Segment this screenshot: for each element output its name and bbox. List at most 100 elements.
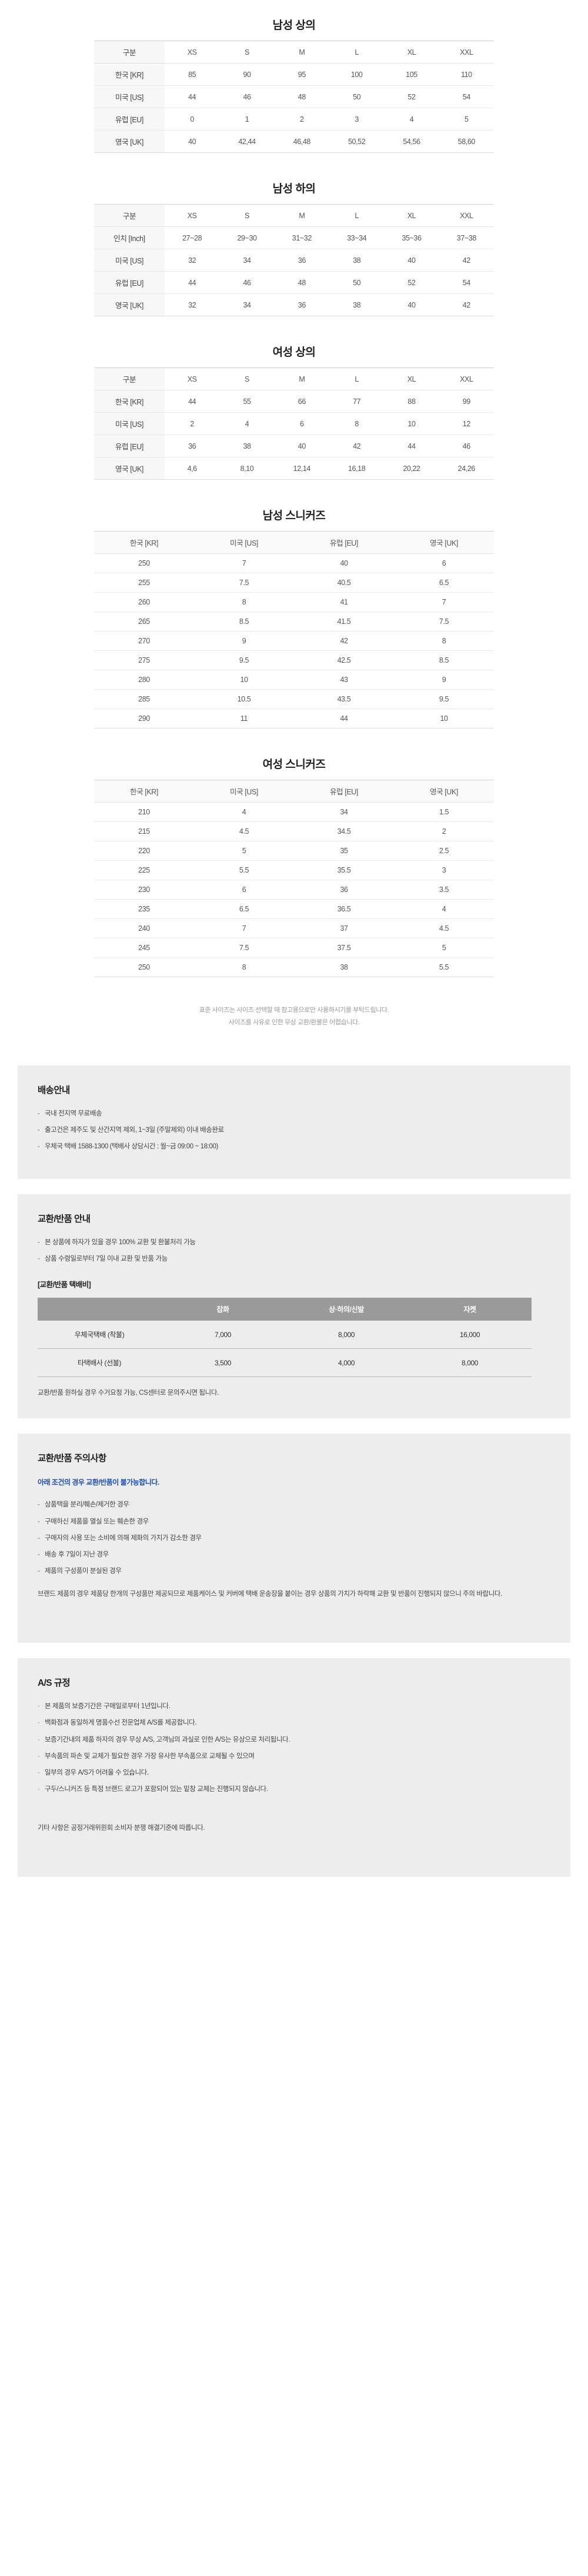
as-policy-list-item: 보증기간내의 제품 하자의 경우 무상 A/S, 고객님의 과실로 인한 A/S… bbox=[38, 1735, 550, 1746]
table-row: 265 8.5 41.5 7.5 bbox=[94, 612, 494, 632]
size-value-cell: 52 bbox=[384, 85, 439, 108]
shoe-size-cell: 235 bbox=[94, 899, 194, 919]
size-value-cell: 40 bbox=[165, 130, 220, 153]
fee-amount-cell: 8,000 bbox=[285, 1321, 408, 1349]
column-header-size: XS bbox=[165, 41, 220, 64]
size-value-cell: 46 bbox=[219, 85, 275, 108]
row-header-region: 한국 [KR] bbox=[94, 63, 165, 86]
size-value-cell: 40 bbox=[384, 249, 439, 272]
shoe-tables-section: 남성 스니커즈 한국 [KR] 미국 [US] 유럽 [EU] 영국 [UK] 250 7 4… bbox=[0, 507, 588, 977]
shoe-size-cell: 8 bbox=[194, 592, 294, 612]
size-value-cell: 34 bbox=[219, 293, 275, 316]
column-header-size: XS bbox=[165, 204, 220, 227]
shoe-table-block: 남성 스니커즈 한국 [KR] 미국 [US] 유럽 [EU] 영국 [UK] 250 7 4… bbox=[94, 507, 494, 729]
table-row: 290 11 44 10 bbox=[94, 709, 494, 729]
row-header-region: 영국 [UK] bbox=[94, 293, 165, 316]
size-value-cell: 4 bbox=[219, 412, 275, 435]
size-value-cell: 110 bbox=[439, 63, 494, 86]
exchange-list: 본 상품에 하자가 있을 경우 100% 교환 및 환불처리 가능상품 수령일로… bbox=[38, 1238, 550, 1265]
fee-header-category: 자켓 bbox=[408, 1298, 532, 1321]
size-value-cell: 58,60 bbox=[439, 130, 494, 153]
row-header-region: 유럽 [EU] bbox=[94, 271, 165, 294]
size-value-cell: 85 bbox=[165, 63, 220, 86]
shipping-panel: 배송안내 국내 전지역 무료배송출고건은 제주도 및 산간지역 제외, 1~3일… bbox=[18, 1065, 570, 1179]
size-value-cell: 1 bbox=[219, 108, 275, 131]
column-header-size: L bbox=[329, 367, 385, 390]
fee-amount-cell: 3,500 bbox=[161, 1348, 285, 1378]
table-row: 280 10 43 9 bbox=[94, 670, 494, 690]
size-value-cell: 42 bbox=[439, 249, 494, 272]
column-header-region: 유럽 [EU] bbox=[294, 780, 394, 803]
size-table-block: 남성 상의 구분 XS S M L XL XXL 한국 [KR] 85 90 95 100 105 110 미… bbox=[94, 16, 494, 153]
table-row: 영국 [UK] 4,6 8,10 12,14 16,18 20,22 24,26 bbox=[94, 457, 494, 480]
as-policy-list-item: 부속품의 파손 및 교체가 필요한 경우 가장 유사한 부속품으로 교체될 수 … bbox=[38, 1752, 550, 1762]
column-header-size: XXL bbox=[439, 204, 494, 227]
shoe-size-cell: 36.5 bbox=[294, 899, 394, 919]
shoe-table-header-row: 한국 [KR] 미국 [US] 유럽 [EU] 영국 [UK] bbox=[94, 780, 494, 803]
table-row: 270 9 42 8 bbox=[94, 631, 494, 651]
column-header-size: XL bbox=[384, 41, 439, 64]
caution-list: 상품택을 분리/훼손/제거한 경우구매하신 제품을 열실 또는 훼손한 경우구매… bbox=[38, 1500, 550, 1577]
table-row: 225 5.5 35.5 3 bbox=[94, 860, 494, 880]
row-header-region: 유럽 [EU] bbox=[94, 108, 165, 131]
size-value-cell: 44 bbox=[165, 271, 220, 294]
caution-list-item: 구매자의 사용 또는 소비에 의해 제화의 가치가 감소한 경우 bbox=[38, 1533, 550, 1544]
size-table-header-row: 구분 XS S M L XL XXL bbox=[94, 41, 494, 64]
column-header-size: M bbox=[274, 41, 329, 64]
shoe-size-cell: 41 bbox=[294, 592, 394, 612]
fee-header-row: 잡화 상·하의/신발 자켓 bbox=[38, 1298, 532, 1321]
row-header-region: 인치 [Inch] bbox=[94, 226, 165, 249]
shoe-size-cell: 4 bbox=[394, 899, 494, 919]
shoe-size-cell: 240 bbox=[94, 918, 194, 938]
shoe-size-cell: 8 bbox=[394, 631, 494, 651]
fee-header-category: 잡화 bbox=[161, 1298, 285, 1321]
caution-list-item: 제품의 구성품이 분실된 경우 bbox=[38, 1566, 550, 1577]
exchange-list-item: 상품 수령일로부터 7일 이내 교환 및 반품 가능 bbox=[38, 1254, 550, 1265]
caution-footer: 브랜드 제품의 경우 제품당 한개의 구성품만 제공되므로 제품케이스 및 커버… bbox=[38, 1590, 502, 1598]
table-row: 미국 [US] 32 34 36 38 40 42 bbox=[94, 249, 494, 272]
size-value-cell: 0 bbox=[165, 108, 220, 131]
table-row: 220 5 35 2.5 bbox=[94, 841, 494, 861]
shoe-size-cell: 5.5 bbox=[394, 957, 494, 977]
column-header-region: 미국 [US] bbox=[194, 531, 294, 554]
shoe-size-cell: 8 bbox=[194, 957, 294, 977]
size-value-cell: 54 bbox=[439, 271, 494, 294]
size-value-cell: 5 bbox=[439, 108, 494, 131]
size-value-cell: 36 bbox=[165, 435, 220, 457]
shoe-size-cell: 3.5 bbox=[394, 880, 494, 900]
column-header-region: 영국 [UK] bbox=[394, 780, 494, 803]
fee-amount-cell: 4,000 bbox=[285, 1348, 408, 1378]
shoe-size-cell: 37.5 bbox=[294, 938, 394, 958]
shoe-size-cell: 4 bbox=[194, 802, 294, 822]
size-table: 구분 XS S M L XL XXL 한국 [KR] 44 55 66 77 88 99 미국 [US] 2 4… bbox=[94, 367, 494, 480]
column-header-size: XL bbox=[384, 204, 439, 227]
shoe-size-cell: 210 bbox=[94, 802, 194, 822]
size-table-block: 여성 상의 구분 XS S M L XL XXL 한국 [KR] 44 55 66 77 88 99 미국 [… bbox=[94, 343, 494, 480]
size-value-cell: 8 bbox=[329, 412, 385, 435]
size-value-cell: 32 bbox=[165, 249, 220, 272]
caution-title: 교환/반품 주의사항 bbox=[38, 1454, 106, 1464]
column-header-region: 영국 [UK] bbox=[394, 531, 494, 554]
column-header-size: S bbox=[219, 204, 275, 227]
size-value-cell: 2 bbox=[274, 108, 329, 131]
row-header-region: 미국 [US] bbox=[94, 85, 165, 108]
shoe-size-cell: 35.5 bbox=[294, 860, 394, 880]
shoe-size-cell: 6 bbox=[394, 553, 494, 573]
shoe-size-cell: 260 bbox=[94, 592, 194, 612]
shoe-size-cell: 285 bbox=[94, 689, 194, 709]
shoe-size-cell: 42.5 bbox=[294, 650, 394, 670]
column-header-size: M bbox=[274, 204, 329, 227]
shoe-size-cell: 7 bbox=[194, 553, 294, 573]
shoe-size-cell: 9 bbox=[194, 631, 294, 651]
as-policy-footer: 기타 사항은 공정거래위원회 소비자 분쟁 해결기준에 따릅니다. bbox=[38, 1824, 205, 1832]
table-row: 영국 [UK] 40 42,44 46,48 50,52 54,56 58,60 bbox=[94, 130, 494, 153]
shoe-size-cell: 280 bbox=[94, 670, 194, 690]
table-row: 유럽 [EU] 44 46 48 50 52 54 bbox=[94, 271, 494, 294]
size-value-cell: 31~32 bbox=[274, 226, 329, 249]
size-value-cell: 16,18 bbox=[329, 457, 385, 480]
fee-table-body: 우체국택배 (착불) 7,000 8,000 16,000 타택배사 (선불) 3,500… bbox=[38, 1321, 532, 1378]
caution-list-item: 구매하신 제품을 열실 또는 훼손한 경우 bbox=[38, 1517, 550, 1528]
shoe-size-cell: 6.5 bbox=[394, 573, 494, 593]
caution-warning: 아래 조건의 경우 교환/반품이 불가능합니다. bbox=[38, 1478, 159, 1487]
size-value-cell: 35~36 bbox=[384, 226, 439, 249]
